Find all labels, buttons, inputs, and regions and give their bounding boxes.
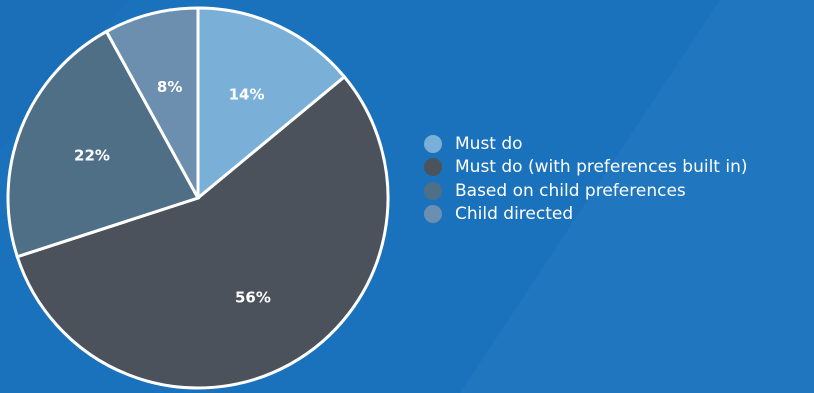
legend-item-based-on-child-preferences: Based on child preferences [424, 179, 748, 203]
legend-swatch-child-directed [424, 205, 442, 224]
legend-label-child-directed: Child directed [455, 204, 574, 225]
legend-swatch-based-on-child-preferences [424, 181, 442, 200]
pie-slices [6, 6, 390, 390]
pie-chart: 14% 56% 22% 8% [6, 6, 390, 390]
pie-slice-must-do-with-preferences-built-in [15, 74, 390, 390]
pie-slice-child-directed [104, 6, 200, 199]
pie-slice-based-on-child-preferences [6, 29, 201, 259]
pie-slice-must-do [196, 6, 347, 202]
pie-label-based-on-child-preferences: 22% [74, 147, 110, 165]
pie-label-must-do-with-preferences-built-in: 56% [235, 288, 271, 306]
pie-labels: 14% 56% 22% 8% [74, 78, 271, 306]
legend-swatch-must-do-with-preferences [424, 158, 442, 177]
chart-legend: Must do Must do (with preferences built … [424, 132, 748, 226]
legend-item-child-directed: Child directed [424, 203, 748, 227]
legend-label-based-on-child-preferences: Based on child preferences [455, 180, 686, 201]
pie-label-child-directed: 8% [157, 78, 182, 96]
legend-swatch-must-do [424, 134, 442, 153]
legend-item-must-do-with-preferences: Must do (with preferences built in) [424, 156, 748, 180]
legend-label-must-do-with-preferences: Must do (with preferences built in) [455, 157, 748, 178]
pie-label-must-do: 14% [229, 85, 265, 103]
legend-label-must-do: Must do [455, 133, 523, 154]
legend-item-must-do: Must do [424, 132, 748, 156]
